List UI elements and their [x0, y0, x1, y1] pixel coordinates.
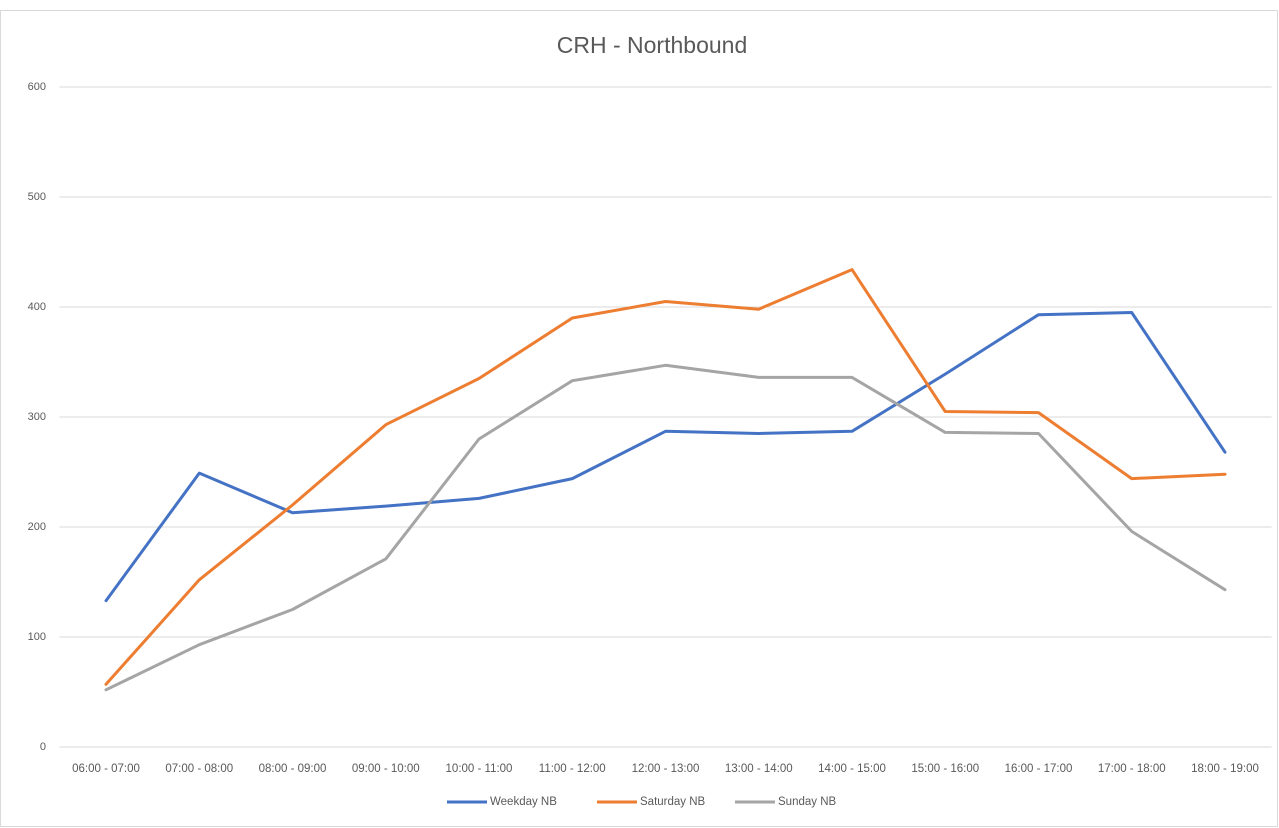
x-tick-label: 08:00 - 09:00	[259, 763, 327, 775]
y-tick-label: 400	[28, 301, 46, 313]
chart-frame	[0, 10, 1278, 827]
x-tick-label: 18:00 - 19:00	[1191, 763, 1259, 775]
x-tick-label: 17:00 - 18:00	[1098, 763, 1166, 775]
x-tick-label: 16:00 - 17:00	[1005, 763, 1073, 775]
y-tick-label: 600	[28, 81, 46, 93]
legend-label: Saturday NB	[640, 796, 706, 808]
y-tick-label: 0	[40, 741, 46, 753]
x-tick-label: 14:00 - 15:00	[818, 763, 886, 775]
y-tick-label: 300	[28, 411, 46, 423]
line-series	[104, 311, 1227, 603]
x-tick-label: 07:00 - 08:00	[165, 763, 233, 775]
line-series	[104, 363, 1227, 692]
legend-label: Sunday NB	[778, 796, 837, 808]
x-tick-label: 10:00 - 11:00	[446, 763, 513, 775]
y-tick-label: 100	[28, 631, 46, 643]
x-tick-label: 11:00 - 12:00	[539, 763, 606, 775]
x-tick-label: 06:00 - 07:00	[72, 763, 140, 775]
legend-label: Weekday NB	[490, 796, 557, 808]
chart-title: CRH - Northbound	[557, 32, 747, 58]
y-tick-label: 200	[28, 521, 46, 533]
x-tick-label: 13:00 - 14:00	[725, 763, 793, 775]
y-tick-label: 500	[28, 191, 46, 203]
x-tick-label: 09:00 - 10:00	[352, 763, 420, 775]
line-series	[104, 268, 1227, 686]
x-tick-label: 15:00 - 16:00	[911, 763, 979, 775]
x-tick-label: 12:00 - 13:00	[632, 763, 700, 775]
